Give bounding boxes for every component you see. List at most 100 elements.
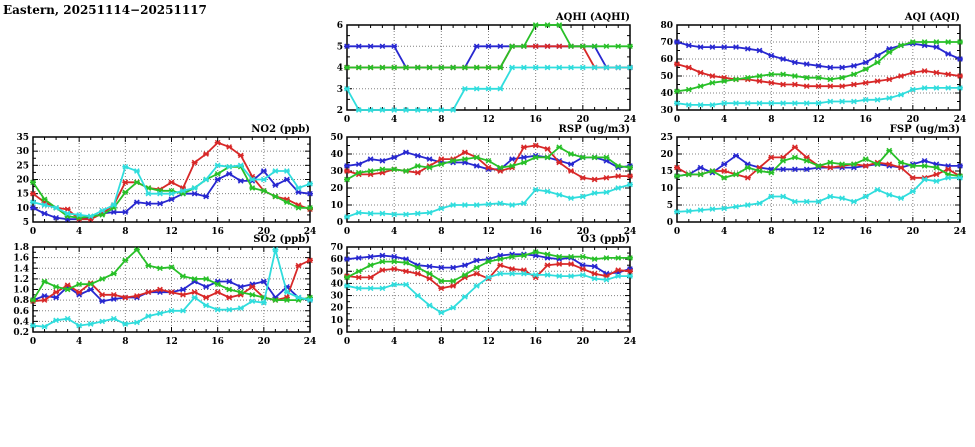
svg-text:12: 12 bbox=[812, 115, 825, 125]
svg-text:60: 60 bbox=[660, 55, 673, 65]
svg-text:20: 20 bbox=[16, 176, 29, 186]
series-green bbox=[674, 39, 963, 95]
svg-text:4: 4 bbox=[391, 115, 397, 125]
svg-text:25: 25 bbox=[16, 161, 29, 171]
svg-text:6: 6 bbox=[337, 21, 343, 31]
svg-text:24: 24 bbox=[304, 227, 317, 237]
series-green bbox=[344, 144, 633, 183]
axis-labels: 30 40 50 60 70 80 0 4 8 12 16 20 24 bbox=[660, 21, 966, 125]
svg-text:0: 0 bbox=[30, 227, 36, 237]
series-blue bbox=[344, 251, 633, 277]
svg-text:24: 24 bbox=[624, 227, 637, 237]
svg-text:12: 12 bbox=[482, 115, 495, 125]
series-green-markers bbox=[30, 163, 313, 221]
svg-text:8: 8 bbox=[768, 115, 774, 125]
svg-text:40: 40 bbox=[660, 89, 673, 99]
svg-text:40: 40 bbox=[330, 150, 343, 160]
series-cyan-markers bbox=[344, 64, 633, 113]
svg-text:4: 4 bbox=[337, 64, 343, 74]
svg-text:3: 3 bbox=[337, 85, 343, 95]
grid-lines bbox=[677, 25, 960, 110]
svg-text:1.4: 1.4 bbox=[13, 264, 29, 274]
aqhi-title: AQHI (AQHI) bbox=[555, 12, 630, 23]
series-red-markers bbox=[30, 257, 313, 305]
series-green bbox=[30, 246, 313, 303]
svg-text:1.8: 1.8 bbox=[13, 243, 29, 253]
svg-text:16: 16 bbox=[859, 115, 872, 125]
rsp-plot: 0 10 20 30 40 50 0 4 8 12 16 20 24 RSP (ug/m3) bbox=[330, 124, 636, 237]
axis-labels: 5 10 15 20 25 30 35 0 4 8 12 16 20 24 bbox=[16, 133, 316, 237]
svg-text:30: 30 bbox=[16, 147, 29, 157]
aqhi-plot: 2 3 4 5 6 0 4 8 12 16 20 24 AQHI (AQHI) bbox=[337, 12, 637, 125]
svg-text:4: 4 bbox=[721, 115, 727, 125]
series-red bbox=[344, 43, 633, 71]
svg-text:15: 15 bbox=[660, 167, 673, 177]
svg-text:0: 0 bbox=[337, 328, 343, 338]
svg-text:5: 5 bbox=[23, 218, 29, 228]
series-green-markers bbox=[344, 249, 633, 284]
svg-text:2: 2 bbox=[337, 106, 343, 116]
series-red-markers bbox=[344, 261, 633, 292]
svg-text:5: 5 bbox=[337, 42, 343, 52]
svg-text:50: 50 bbox=[330, 267, 343, 277]
grid-lines bbox=[33, 137, 310, 222]
svg-text:4: 4 bbox=[76, 227, 82, 237]
axis-ticks bbox=[346, 136, 631, 223]
o3-plot: 0 10 20 30 40 50 60 70 0 4 8 12 16 20 24 O3 (ppb) bbox=[330, 234, 637, 347]
chart-aqhi: 2 3 4 5 6 0 4 8 12 16 20 24 AQHI (AQHI) bbox=[309, 8, 644, 126]
grid-lines bbox=[347, 137, 630, 222]
svg-text:10: 10 bbox=[330, 201, 343, 211]
series-cyan bbox=[344, 270, 633, 316]
axis-ticks bbox=[346, 246, 631, 333]
svg-text:0.8: 0.8 bbox=[13, 296, 29, 306]
series-cyan-markers bbox=[30, 246, 313, 330]
no2-plot: 5 10 15 20 25 30 35 0 4 8 12 16 20 24 NO2 (ppb) bbox=[16, 124, 316, 237]
axis-labels: 2 3 4 5 6 0 4 8 12 16 20 24 bbox=[337, 21, 637, 125]
svg-text:20: 20 bbox=[330, 184, 343, 194]
svg-text:20: 20 bbox=[258, 227, 271, 237]
series-cyan bbox=[344, 64, 633, 113]
svg-text:20: 20 bbox=[258, 337, 271, 347]
svg-text:20: 20 bbox=[907, 115, 920, 125]
svg-text:0: 0 bbox=[674, 227, 680, 237]
series-red bbox=[344, 261, 633, 292]
axis-labels: 0 10 20 30 40 50 0 4 8 12 16 20 24 bbox=[330, 133, 636, 237]
svg-text:16: 16 bbox=[529, 337, 542, 347]
series-blue bbox=[674, 39, 963, 71]
series-cyan bbox=[30, 246, 313, 330]
svg-text:15: 15 bbox=[16, 190, 29, 200]
grid-lines bbox=[677, 137, 960, 222]
svg-text:0: 0 bbox=[344, 227, 350, 237]
svg-text:8: 8 bbox=[438, 227, 444, 237]
series-green-markers bbox=[30, 246, 313, 303]
svg-text:16: 16 bbox=[211, 337, 224, 347]
so2-plot: 0.20.40.60.81.01.21.41.61.8 0 4 8 12 16 20 24 SO… bbox=[13, 234, 316, 347]
svg-text:16: 16 bbox=[529, 115, 542, 125]
svg-text:8: 8 bbox=[438, 337, 444, 347]
svg-text:0: 0 bbox=[30, 337, 36, 347]
series-cyan bbox=[674, 85, 963, 108]
svg-text:0: 0 bbox=[344, 115, 350, 125]
svg-text:30: 30 bbox=[330, 167, 343, 177]
svg-text:24: 24 bbox=[624, 337, 637, 347]
so2-title: SO2 (ppb) bbox=[253, 234, 310, 245]
svg-text:20: 20 bbox=[577, 227, 590, 237]
series-blue-markers bbox=[344, 251, 633, 277]
axis-labels: 0.20.40.60.81.01.21.41.61.8 0 4 8 12 16 20 24 bbox=[13, 243, 316, 347]
svg-text:70: 70 bbox=[660, 38, 673, 48]
svg-text:24: 24 bbox=[304, 337, 317, 347]
series-green-markers bbox=[344, 22, 633, 71]
svg-text:12: 12 bbox=[165, 337, 178, 347]
svg-text:0: 0 bbox=[344, 337, 350, 347]
svg-text:16: 16 bbox=[529, 227, 542, 237]
chart-aqi: 30 40 50 60 70 80 0 4 8 12 16 20 24 AQI (AQI) bbox=[639, 8, 974, 126]
svg-text:4: 4 bbox=[391, 337, 397, 347]
svg-text:0: 0 bbox=[667, 218, 673, 228]
svg-text:0: 0 bbox=[337, 218, 343, 228]
svg-text:20: 20 bbox=[907, 227, 920, 237]
svg-text:16: 16 bbox=[211, 227, 224, 237]
chart-o3: 0 10 20 30 40 50 60 70 0 4 8 12 16 20 24 O3 (ppb) bbox=[309, 230, 644, 348]
svg-text:12: 12 bbox=[482, 227, 495, 237]
svg-text:0.6: 0.6 bbox=[13, 307, 29, 317]
